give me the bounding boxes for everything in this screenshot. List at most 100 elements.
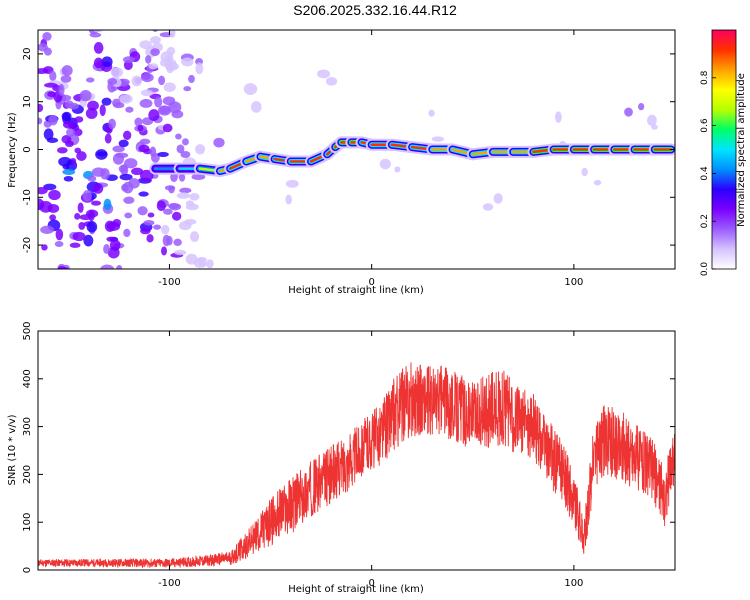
noise-blob [431,136,445,142]
noise-blob [62,120,77,129]
colorbar-tick-label: 0.4 [700,166,710,181]
noise-blob [163,208,173,215]
noise-blob [47,91,57,98]
noise-blob [108,118,116,130]
noise-blob [91,167,106,177]
noise-blob [158,75,166,86]
noise-blob [123,196,135,204]
noise-blob [131,167,144,176]
noise-blob [137,125,144,132]
snr-frame [37,330,676,571]
colorbar-tick-label: 0.0 [700,262,710,277]
noise-blob [107,246,120,259]
noise-blob [93,42,104,54]
noise-blob [63,175,74,182]
noise-blob [147,212,155,218]
noise-blob [150,48,160,57]
noise-blob [157,105,172,116]
x-tick-label: 100 [564,578,583,589]
noise-blob [173,238,182,247]
noise-blob [178,221,192,231]
y-tick-label: 200 [22,465,33,484]
noise-blob [61,111,72,122]
noise-blob [74,116,84,123]
noise-blob [139,98,153,108]
noise-blob [183,86,192,92]
noise-blob [103,198,112,211]
noise-blob [119,94,133,104]
noise-blob [74,147,82,154]
noise-blob [38,198,45,211]
noise-blob [164,185,176,191]
colorbar-tick-label: 0.2 [700,214,710,228]
noise-blob [593,179,602,186]
noise-blob [166,235,173,246]
noise-blob [69,242,81,248]
noise-blob [140,89,154,97]
snr-series-line [38,362,675,569]
noise-blob [193,258,206,269]
noise-blob [60,75,72,83]
noise-blob [154,96,163,108]
noise-blob [55,228,64,241]
colorbar: 0.0 0.2 0.4 0.6 0.8 Normalized spectral ampl… [700,29,747,277]
noise-blob [57,147,68,154]
noise-blob [140,169,154,182]
noise-blob [195,144,206,155]
noise-blob [96,151,108,157]
noise-blob [58,84,65,96]
noise-blob [185,200,194,207]
colorbar-tick-label: 0.8 [700,70,710,85]
noise-blob [325,76,338,86]
noise-blob [100,264,115,269]
x-tick-label: -100 [158,277,181,288]
noise-blob [62,168,76,175]
noise-blob [149,146,157,157]
noise-blob [107,77,118,85]
noise-blob [104,133,112,144]
spectrogram-noise-layer [38,30,658,269]
noise-blob [137,206,148,216]
noise-blob [143,219,155,226]
noise-blob [104,220,116,232]
noise-blob [86,77,95,83]
noise-blob [180,151,191,158]
noise-blob [103,244,110,254]
noise-blob [166,46,176,56]
noise-blob [66,128,76,137]
noise-blob [178,173,186,182]
noise-blob [646,114,657,126]
noise-blob [93,57,104,69]
y-tick-label: 500 [22,321,33,340]
noise-blob [140,227,151,235]
y-tick-label: 100 [22,513,33,532]
noise-blob [38,103,44,113]
noise-blob [91,200,102,206]
noise-blob [110,67,124,78]
noise-blob [118,139,129,148]
noise-blob [131,75,143,87]
noise-blob [152,30,159,33]
noise-blob [78,222,86,230]
noise-blob [243,83,258,95]
noise-blob [161,224,170,235]
y-tick-label: 10 [22,95,33,108]
noise-blob [148,109,160,121]
noise-blob [76,151,87,161]
noise-blob [92,183,104,194]
noise-blob [638,102,645,111]
noise-blob [57,265,66,269]
noise-blob [47,203,60,213]
noise-blob [92,30,104,33]
noise-blob [162,123,173,133]
noise-blob [169,30,176,38]
noise-blob [145,55,152,64]
spectrogram-y-axis-label: Frequency (Hz) [7,112,18,188]
colorbar-tick-label: 0.6 [700,118,710,133]
noise-blob [167,203,180,209]
noise-blob [182,138,189,146]
noise-blob [165,62,179,71]
noise-blob [115,152,129,159]
